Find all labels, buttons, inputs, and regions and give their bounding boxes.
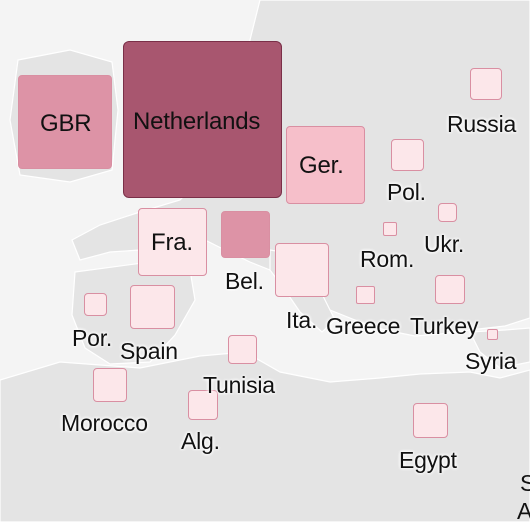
country-square-russia[interactable]	[470, 68, 502, 100]
label-france: Fra.	[151, 229, 193, 256]
country-square-poland[interactable]	[391, 139, 424, 171]
country-square-morocco[interactable]	[93, 368, 127, 402]
label-fragment-top: S	[520, 470, 530, 496]
label-gbr: GBR	[40, 110, 92, 137]
label-egypt: Egypt	[399, 447, 457, 473]
country-square-syria[interactable]	[487, 329, 498, 340]
country-square-egypt[interactable]	[413, 403, 448, 438]
country-square-romania[interactable]	[383, 222, 397, 236]
country-square-spain[interactable]	[130, 285, 175, 329]
label-turkey: Turkey	[410, 313, 479, 339]
country-square-netherlands[interactable]	[123, 41, 282, 198]
label-belgium: Bel.	[225, 268, 264, 294]
country-square-greece[interactable]	[356, 286, 375, 304]
label-russia: Russia	[447, 111, 517, 137]
label-spain: Spain	[120, 338, 178, 364]
country-square-algeria[interactable]	[188, 390, 218, 420]
country-square-france[interactable]	[138, 208, 207, 276]
land-africa	[0, 351, 530, 522]
country-square-portugal[interactable]	[84, 293, 107, 316]
label-italy: Ita.	[286, 307, 318, 333]
country-square-ukraine[interactable]	[438, 203, 457, 222]
country-square-belgium[interactable]	[221, 211, 270, 258]
label-netherlands: Netherlands	[133, 108, 261, 135]
label-fragment-bottom: A	[517, 498, 530, 522]
label-romania: Rom.	[360, 246, 415, 272]
label-tunisia: Tunisia	[203, 372, 275, 398]
country-square-italy[interactable]	[275, 243, 329, 297]
label-germany: Ger.	[299, 152, 344, 179]
country-square-turkey[interactable]	[435, 275, 465, 304]
country-square-gbr[interactable]	[18, 75, 112, 169]
label-syria: Syria	[465, 348, 517, 374]
label-portugal: Por.	[72, 325, 113, 351]
label-ukraine: Ukr.	[424, 231, 465, 257]
land-middle-east	[469, 327, 530, 369]
label-greece: Greece	[326, 313, 401, 339]
country-square-tunisia[interactable]	[228, 335, 257, 364]
label-poland: Pol.	[387, 179, 426, 205]
country-square-germany[interactable]	[286, 126, 365, 204]
label-morocco: Morocco	[61, 410, 148, 436]
label-algeria: Alg.	[181, 428, 220, 454]
